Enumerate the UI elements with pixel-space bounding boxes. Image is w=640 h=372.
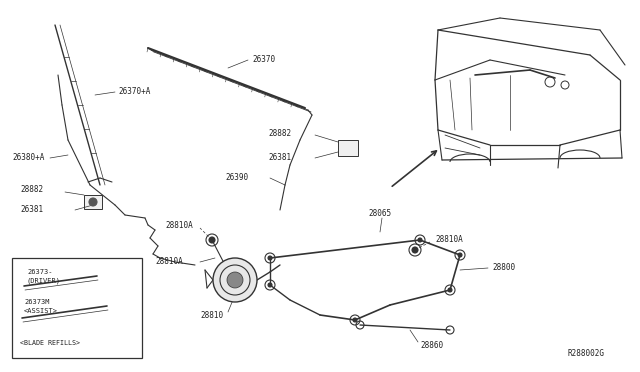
Text: 26370+A: 26370+A <box>118 87 150 96</box>
Circle shape <box>209 237 215 243</box>
Text: <ASSIST>: <ASSIST> <box>24 308 58 314</box>
Text: 28810A: 28810A <box>165 221 193 231</box>
Text: <BLADE REFILLS>: <BLADE REFILLS> <box>20 340 80 346</box>
Text: R288002G: R288002G <box>568 349 605 358</box>
Circle shape <box>268 256 272 260</box>
Text: 26381: 26381 <box>20 205 43 215</box>
Circle shape <box>448 288 452 292</box>
Text: 28860: 28860 <box>420 340 443 350</box>
Circle shape <box>412 247 418 253</box>
Circle shape <box>458 253 462 257</box>
Text: 26373-: 26373- <box>27 269 52 275</box>
Circle shape <box>227 272 243 288</box>
Text: 28810: 28810 <box>200 311 223 320</box>
Text: 28882: 28882 <box>20 186 43 195</box>
Text: (DRIVER): (DRIVER) <box>27 278 61 284</box>
Text: 26373M: 26373M <box>24 299 49 305</box>
Text: 26380+A: 26380+A <box>12 153 44 161</box>
Text: 26390: 26390 <box>225 173 248 182</box>
Bar <box>12 258 142 358</box>
Text: 28800: 28800 <box>492 263 515 273</box>
Text: 28065: 28065 <box>368 208 391 218</box>
Circle shape <box>353 318 357 322</box>
Bar <box>338 140 358 156</box>
Text: 26370: 26370 <box>252 55 275 64</box>
Text: 26381: 26381 <box>268 153 291 161</box>
Circle shape <box>213 258 257 302</box>
Circle shape <box>89 198 97 206</box>
Text: 28810A: 28810A <box>155 257 183 266</box>
Text: 28810A: 28810A <box>435 235 463 244</box>
Circle shape <box>268 283 272 287</box>
Bar <box>84 195 102 209</box>
Circle shape <box>418 238 422 242</box>
Text: 28882: 28882 <box>268 128 291 138</box>
